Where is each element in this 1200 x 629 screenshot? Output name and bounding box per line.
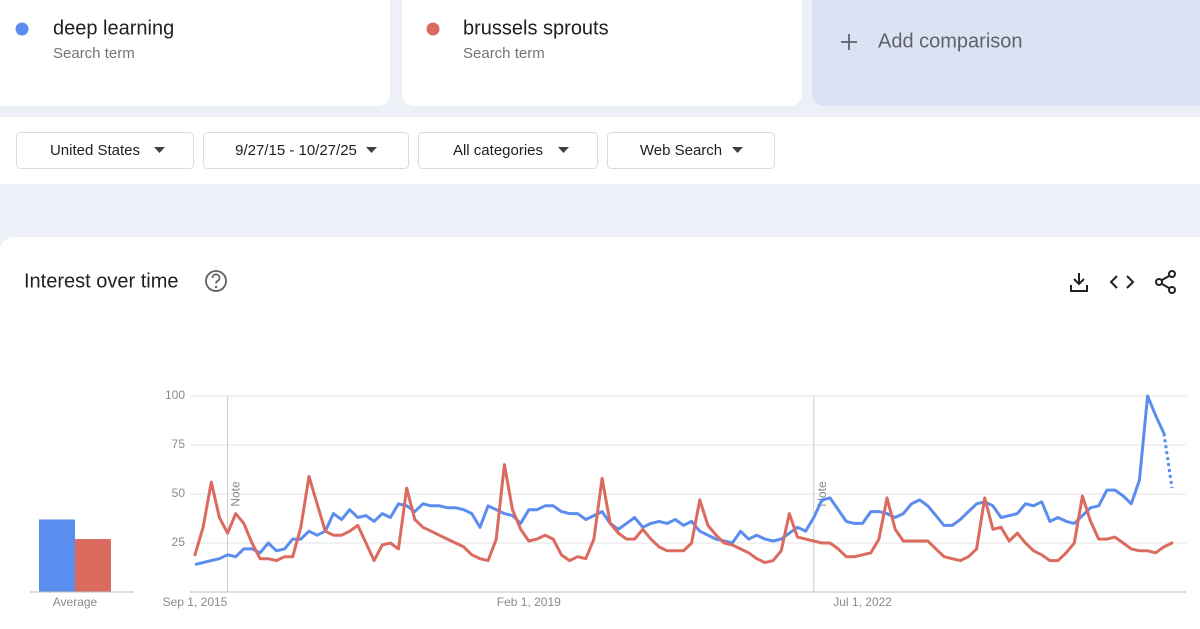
note-label: Note xyxy=(229,481,243,507)
filter-label: United States xyxy=(50,142,140,159)
chart-panel xyxy=(0,237,1200,629)
term-name: brussels sprouts xyxy=(463,17,609,39)
add-comparison-card[interactable] xyxy=(812,0,1200,106)
y-tick-label: 75 xyxy=(172,437,186,451)
term-name: deep learning xyxy=(53,17,174,39)
download-icon[interactable] xyxy=(1070,273,1088,292)
x-tick-label: Jul 1, 2022 xyxy=(833,595,892,609)
y-tick-label: 50 xyxy=(172,486,186,500)
term-dot xyxy=(15,22,29,36)
average-bar xyxy=(75,539,111,592)
y-tick-label: 25 xyxy=(172,535,186,549)
filter-label: 9/27/15 - 10/27/25 xyxy=(235,142,357,159)
filter-bar xyxy=(0,117,1200,184)
plus-icon xyxy=(841,34,857,50)
filter-dropdown[interactable] xyxy=(203,132,409,169)
average-chart: Average xyxy=(30,519,134,609)
term-card[interactable] xyxy=(402,0,802,106)
dropdown-arrow xyxy=(732,147,743,153)
panel-title: Interest over time xyxy=(24,270,179,292)
dropdown-arrow xyxy=(366,147,377,153)
filter-dropdown[interactable] xyxy=(607,132,775,169)
term-dot xyxy=(426,22,440,36)
x-tick-label: Feb 1, 2019 xyxy=(497,595,561,609)
series-line xyxy=(194,394,1174,567)
dropdown-arrow xyxy=(558,147,569,153)
dropdown-arrow xyxy=(154,147,165,153)
filter-label: Web Search xyxy=(640,142,722,159)
term-subtitle: Search term xyxy=(463,45,545,62)
average-bar xyxy=(39,519,75,592)
term-subtitle: Search term xyxy=(53,45,135,62)
filter-dropdown[interactable] xyxy=(16,132,194,169)
filter-label: All categories xyxy=(453,142,543,159)
term-card[interactable] xyxy=(0,0,390,106)
x-tick-label: Sep 1, 2015 xyxy=(163,595,228,609)
add-comparison: Add comparison xyxy=(878,30,1023,52)
series-line xyxy=(193,463,1174,565)
line-chart: 25 50 75 100 Sep 1, 2015 Feb 1, 2019 Jul 1, 20… xyxy=(163,388,1186,609)
filter-dropdown[interactable] xyxy=(418,132,598,169)
y-tick-label: 100 xyxy=(165,388,185,402)
share-icon[interactable] xyxy=(1155,270,1176,294)
embed-icon[interactable] xyxy=(1109,275,1135,289)
average-label: Average xyxy=(53,595,98,609)
help-icon[interactable] xyxy=(205,270,227,292)
